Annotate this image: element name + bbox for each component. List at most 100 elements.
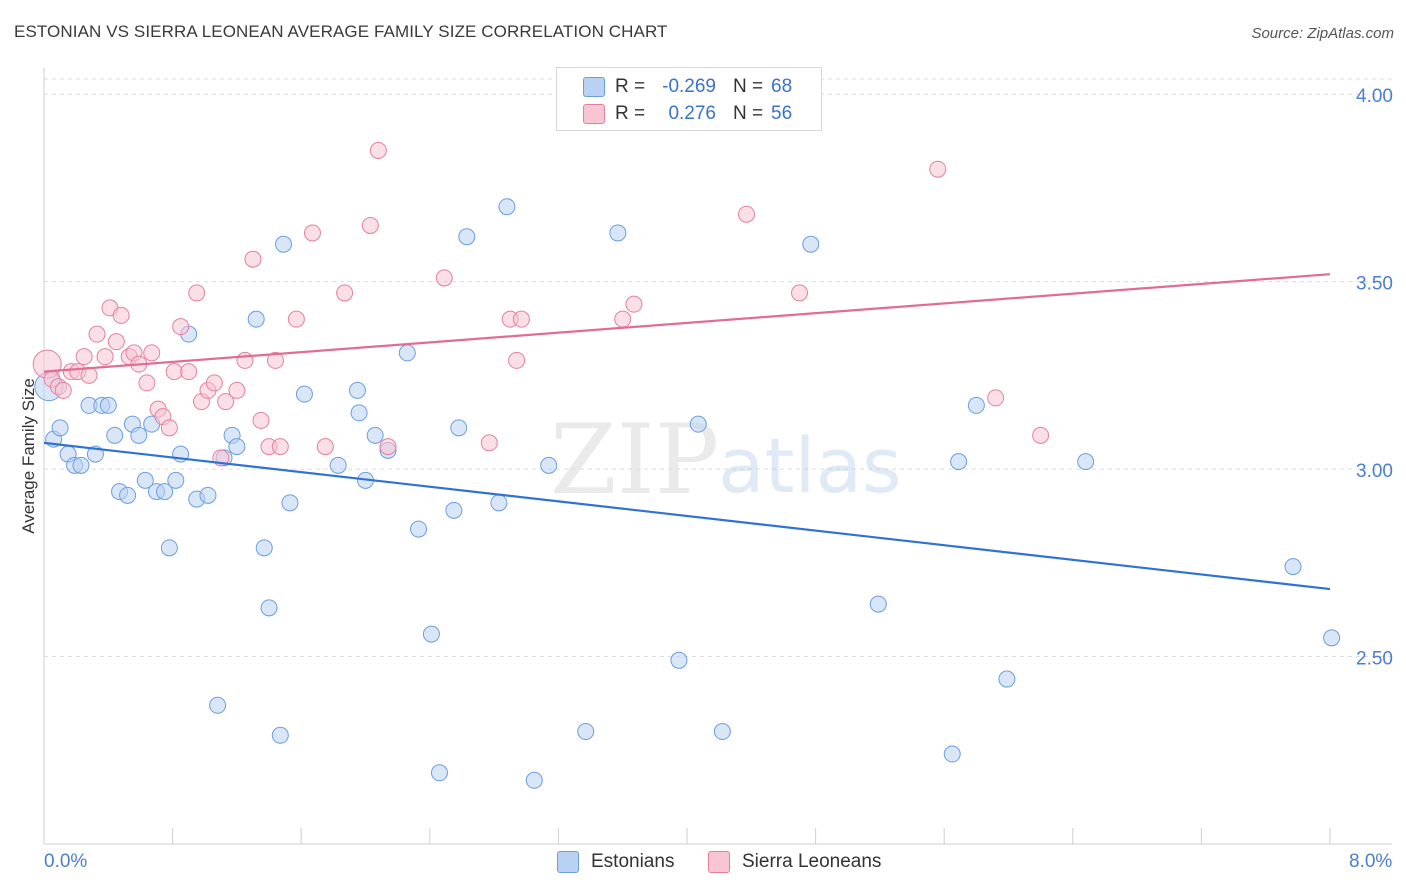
legend-n-value: 56	[771, 103, 793, 124]
sierra-leoneans-point	[180, 363, 198, 381]
sierra-leoneans-point	[75, 348, 93, 366]
estonians-point	[348, 381, 366, 399]
estonians-point	[119, 486, 137, 504]
sierra-leoneans-point	[107, 333, 125, 351]
estonians-point	[490, 494, 508, 512]
y-axis-label: Average Family Size	[19, 378, 38, 534]
estonians-point	[255, 539, 273, 557]
estonians-point	[609, 224, 627, 242]
sierra-leoneans-point	[737, 205, 755, 223]
sierra-leoneans-point	[96, 348, 114, 366]
legend-r-value: -0.269	[662, 76, 716, 97]
y-tick-label: 2.50	[1356, 649, 1393, 670]
estonians-point	[689, 415, 707, 433]
sierra-leoneans-point	[929, 160, 947, 178]
estonians-point	[99, 396, 117, 414]
legend-n-label: N =	[733, 103, 764, 124]
x-tick-min: 0.0%	[44, 851, 88, 872]
sierra-leoneans-point	[369, 141, 387, 159]
estonians-point	[498, 198, 516, 216]
sierra-leoneans-point	[435, 269, 453, 287]
correlation-legend: R = -0.269 N = 68 R = 0.276 N = 56	[556, 67, 822, 131]
sierra-leoneans-point	[112, 306, 130, 324]
sierra-leoneans-point	[271, 438, 289, 456]
estonians-point	[713, 723, 731, 741]
estonians-point	[136, 471, 154, 489]
estonians-point	[228, 438, 246, 456]
sierra-leoneans-point	[480, 434, 498, 452]
estonians-point	[199, 486, 217, 504]
estonians-point	[525, 771, 543, 789]
sierra-leoneans-points	[32, 141, 1050, 467]
y-tick-labels: 2.50 3.00 3.50 4.00	[1356, 86, 1393, 669]
estonians-point	[445, 501, 463, 519]
sierra-leoneans-point	[316, 438, 334, 456]
legend-n-value: 68	[771, 76, 793, 97]
sierra-leoneans-point	[252, 411, 270, 429]
estonians-point	[577, 723, 595, 741]
estonians-point	[167, 471, 185, 489]
sierra-leoneans-point	[379, 438, 397, 456]
estonians-point	[247, 310, 265, 328]
estonians-point	[260, 599, 278, 617]
legend-row-estonians: R = -0.269 N = 68	[557, 74, 821, 100]
estonians-point	[422, 625, 440, 643]
sierra-leoneans-point	[172, 318, 190, 336]
estonians-point	[670, 651, 688, 669]
estonians-point	[209, 696, 227, 714]
estonians-point	[329, 456, 347, 474]
sierra-leoneans-point	[143, 344, 161, 362]
legend-item-sierra-leoneans[interactable]: Sierra Leoneans	[708, 851, 881, 873]
sierra-leoneans-point	[791, 284, 809, 302]
estonians-trend-line	[43, 441, 1331, 591]
estonians-point	[540, 456, 558, 474]
estonians-point	[156, 483, 174, 501]
estonians-point	[950, 453, 968, 471]
legend-n-label: N =	[733, 76, 764, 97]
legend-swatch-estonians	[557, 851, 579, 873]
estonians-point	[943, 745, 961, 763]
legend-swatch-sierra-leoneans	[583, 104, 605, 124]
legend-item-estonians[interactable]: Estonians	[557, 851, 674, 873]
sierra-leoneans-point	[244, 250, 262, 268]
sierra-leoneans-point	[236, 351, 254, 369]
legend-label-estonians: Estonians	[591, 851, 675, 872]
estonians-point	[130, 426, 148, 444]
sierra-leoneans-point	[205, 374, 223, 392]
y-tick-label: 3.50	[1356, 274, 1393, 295]
estonians-point	[281, 494, 299, 512]
legend-swatch-estonians	[583, 77, 605, 97]
y-tick-label: 3.00	[1356, 461, 1393, 482]
x-tick-max: 8.0%	[1349, 851, 1393, 872]
sierra-leoneans-point	[303, 224, 321, 242]
sierra-leoneans-point	[88, 325, 106, 343]
estonians-point	[1284, 558, 1302, 576]
legend-row-sierra-leoneans: R = 0.276 N = 56	[557, 101, 821, 127]
estonians-point	[350, 404, 368, 422]
estonians-point	[51, 419, 69, 437]
sierra-leoneans-point	[138, 374, 156, 392]
legend-r-label: R =	[615, 76, 646, 97]
sierra-leoneans-point	[165, 363, 183, 381]
axes	[43, 68, 1392, 845]
estonians-point	[295, 385, 313, 403]
sierra-leoneans-point	[614, 310, 632, 328]
sierra-leoneans-point	[625, 295, 643, 313]
estonians-point	[1077, 453, 1095, 471]
legend-swatch-sierra-leoneans	[708, 851, 730, 873]
estonians-point	[275, 235, 293, 253]
estonians-point	[271, 726, 289, 744]
trend-lines	[43, 273, 1331, 591]
legend-r-label: R =	[615, 103, 646, 124]
estonians-point	[366, 426, 384, 444]
watermark-atlas: atlas	[718, 421, 902, 510]
sierra-leoneans-point	[80, 366, 98, 384]
y-tick-label: 4.00	[1356, 86, 1393, 107]
estonians-point	[458, 228, 476, 246]
chart-title: ESTONIAN VS SIERRA LEONEAN AVERAGE FAMIL…	[14, 22, 668, 41]
sierra-leoneans-point	[987, 389, 1005, 407]
sierra-leoneans-point	[228, 381, 246, 399]
sierra-leoneans-point	[508, 351, 526, 369]
estonians-point	[802, 235, 820, 253]
